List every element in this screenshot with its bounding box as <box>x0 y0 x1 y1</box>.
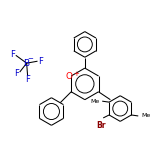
Text: B: B <box>24 59 30 68</box>
Text: O: O <box>65 73 72 81</box>
Text: F: F <box>38 57 43 66</box>
Text: Me: Me <box>141 113 150 118</box>
Text: Me: Me <box>90 99 99 104</box>
Text: −: − <box>28 56 34 62</box>
Text: F: F <box>14 69 19 78</box>
Text: Br: Br <box>97 121 106 130</box>
Text: F: F <box>10 50 15 59</box>
Text: F: F <box>25 75 30 85</box>
Text: +: + <box>73 71 79 77</box>
